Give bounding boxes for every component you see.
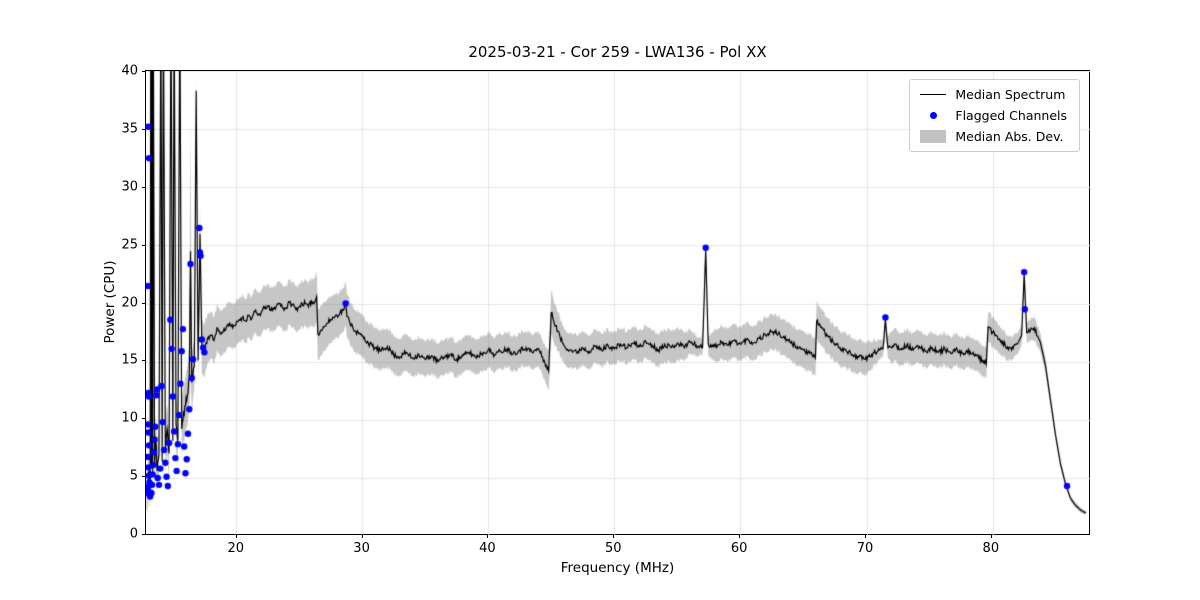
y-tick-label: 35 (121, 121, 138, 137)
y-tick-label: 5 (129, 468, 138, 484)
x-tick-mark (613, 534, 615, 538)
legend-patch-icon (920, 130, 947, 144)
legend-entry-median-abs-dev: Median Abs. Dev. (920, 129, 1067, 144)
chart-title: 2025-03-21 - Cor 259 - LWA136 - Pol XX (468, 43, 767, 61)
legend: Median Spectrum Flagged Channels Median … (909, 79, 1080, 152)
y-tick-label: 15 (121, 352, 138, 368)
x-tick-label: 80 (982, 541, 1000, 556)
x-tick-mark (990, 534, 992, 538)
plot-area: 20 30 40 50 60 70 80 0 5 10 15 20 25 30 … (121, 64, 1091, 556)
legend-entry-flagged-channels: Flagged Channels (920, 108, 1067, 123)
y-tick-mark (142, 360, 146, 362)
x-tick-mark (235, 534, 237, 538)
x-tick-label: 70 (856, 541, 874, 556)
y-tick-label: 25 (121, 237, 138, 253)
legend-line-icon (920, 88, 947, 102)
y-tick-label: 0 (129, 526, 138, 542)
x-tick-mark (361, 534, 363, 538)
legend-label: Flagged Channels (955, 108, 1067, 123)
x-axis-label: Frequency (MHz) (560, 560, 675, 576)
x-tick-mark (739, 534, 741, 538)
legend-entry-median-spectrum: Median Spectrum (920, 87, 1067, 102)
y-tick-mark (142, 476, 146, 478)
x-tick-mark (864, 534, 866, 538)
y-tick-label: 20 (121, 295, 138, 310)
y-tick-label: 10 (121, 410, 138, 426)
y-tick-mark (142, 71, 146, 72)
y-tick-mark (142, 534, 146, 535)
x-tick-label: 20 (227, 541, 244, 556)
legend-marker-icon (920, 109, 946, 123)
x-tick-label: 30 (353, 541, 370, 556)
x-tick-label: 40 (479, 541, 496, 556)
y-axis-label: Power (CPU) (102, 260, 118, 344)
x-tick-mark (487, 534, 489, 538)
y-tick-label: 40 (121, 63, 138, 79)
y-tick-mark (142, 302, 146, 304)
y-tick-mark (142, 186, 146, 188)
x-tick-label: 60 (730, 541, 748, 556)
legend-label: Median Abs. Dev. (955, 129, 1064, 144)
y-tick-mark (142, 128, 146, 130)
y-tick-mark (142, 244, 146, 246)
legend-label: Median Spectrum (955, 87, 1066, 102)
y-tick-label: 30 (121, 179, 138, 195)
x-tick-label: 50 (605, 541, 622, 556)
y-tick-mark (142, 418, 146, 420)
